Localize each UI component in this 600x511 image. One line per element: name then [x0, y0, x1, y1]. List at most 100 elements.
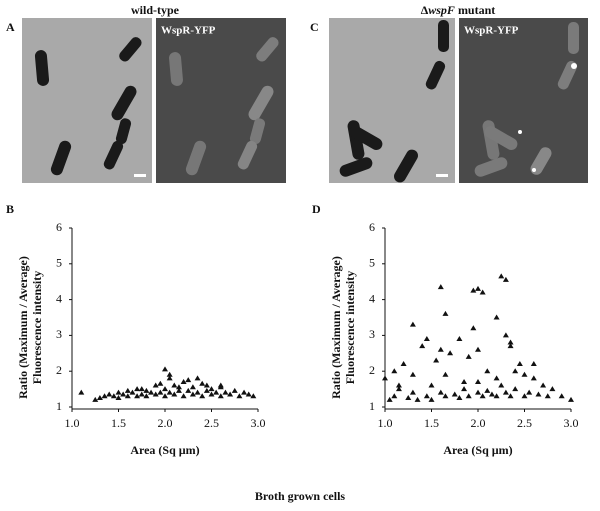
point [208, 386, 215, 392]
point [428, 382, 435, 388]
point [175, 387, 182, 393]
point [484, 368, 491, 374]
point [521, 393, 528, 399]
point [423, 335, 430, 341]
point [213, 389, 220, 395]
y-tick-label: 1 [56, 399, 62, 413]
point [138, 386, 145, 392]
point [540, 382, 547, 388]
y-tick-label: 6 [369, 220, 375, 234]
fluorescence-image [459, 18, 588, 183]
point [110, 393, 117, 399]
point [568, 396, 574, 402]
point [409, 371, 416, 377]
point [465, 393, 472, 399]
point [470, 325, 477, 331]
point [115, 395, 122, 401]
point [493, 393, 500, 399]
point [386, 396, 393, 402]
x-tick-label: 1.5 [111, 416, 126, 430]
point [465, 353, 472, 359]
point [456, 335, 463, 341]
point [138, 391, 145, 397]
point [120, 391, 127, 397]
point [461, 386, 468, 392]
point [175, 384, 182, 390]
point [437, 389, 444, 395]
phase-image [329, 18, 455, 183]
point [521, 371, 528, 377]
x-tick-label: 2.5 [204, 416, 219, 430]
point [162, 393, 168, 399]
point [475, 378, 481, 384]
point [115, 389, 122, 395]
point [526, 389, 533, 395]
y-tick-label: 2 [56, 363, 62, 377]
point [217, 393, 224, 399]
point [166, 375, 173, 381]
point [493, 314, 500, 320]
point [171, 391, 178, 397]
point [409, 389, 416, 395]
point [419, 343, 426, 349]
point [162, 366, 168, 372]
point [189, 384, 196, 390]
x-tick-label: 3.0 [564, 416, 579, 430]
point [199, 380, 206, 386]
y-axis-label: Fluorescence intensity [30, 271, 44, 384]
point [558, 393, 565, 399]
point [101, 393, 108, 399]
point [129, 389, 136, 395]
y-tick-label: 3 [56, 327, 62, 341]
x-tick-label: 1.5 [424, 416, 439, 430]
point [231, 387, 238, 393]
point [124, 387, 131, 393]
point [507, 339, 514, 345]
point [428, 396, 435, 402]
caption: Broth grown cells [255, 489, 346, 503]
point [227, 391, 234, 397]
y-tick-label: 3 [369, 327, 375, 341]
panel-label: C [310, 20, 319, 34]
y-axis-label: Fluorescence intensity [343, 271, 357, 384]
point [217, 382, 224, 388]
point [391, 393, 398, 399]
point [194, 389, 201, 395]
point [516, 361, 523, 367]
point [143, 387, 150, 393]
point [236, 393, 243, 399]
point [493, 375, 500, 381]
point [512, 386, 519, 392]
point [409, 321, 416, 327]
point [166, 371, 173, 377]
x-tick-label: 2.0 [471, 416, 486, 430]
point [484, 387, 491, 393]
y-tick-label: 2 [369, 363, 375, 377]
point [166, 389, 173, 395]
x-tick-label: 2.0 [158, 416, 173, 430]
point [250, 393, 257, 399]
y-tick-label: 4 [56, 291, 62, 305]
x-axis-label: Area (Sq µm) [130, 443, 199, 457]
point [461, 378, 468, 384]
point [208, 391, 215, 397]
point [134, 386, 141, 392]
point [180, 393, 187, 399]
point [180, 378, 187, 384]
point [475, 285, 481, 291]
point [92, 396, 99, 402]
y-axis-label: Ratio (Maximum / Average) [16, 256, 30, 399]
phase-image [22, 18, 152, 183]
point [78, 389, 85, 395]
point [447, 350, 454, 356]
point [535, 391, 542, 397]
point [442, 371, 449, 377]
x-tick-label: 2.5 [517, 416, 532, 430]
point [185, 387, 192, 393]
point [549, 386, 556, 392]
point [148, 389, 155, 395]
point [222, 389, 229, 395]
image-label: WspR-YFP [161, 25, 216, 37]
point [502, 332, 509, 338]
